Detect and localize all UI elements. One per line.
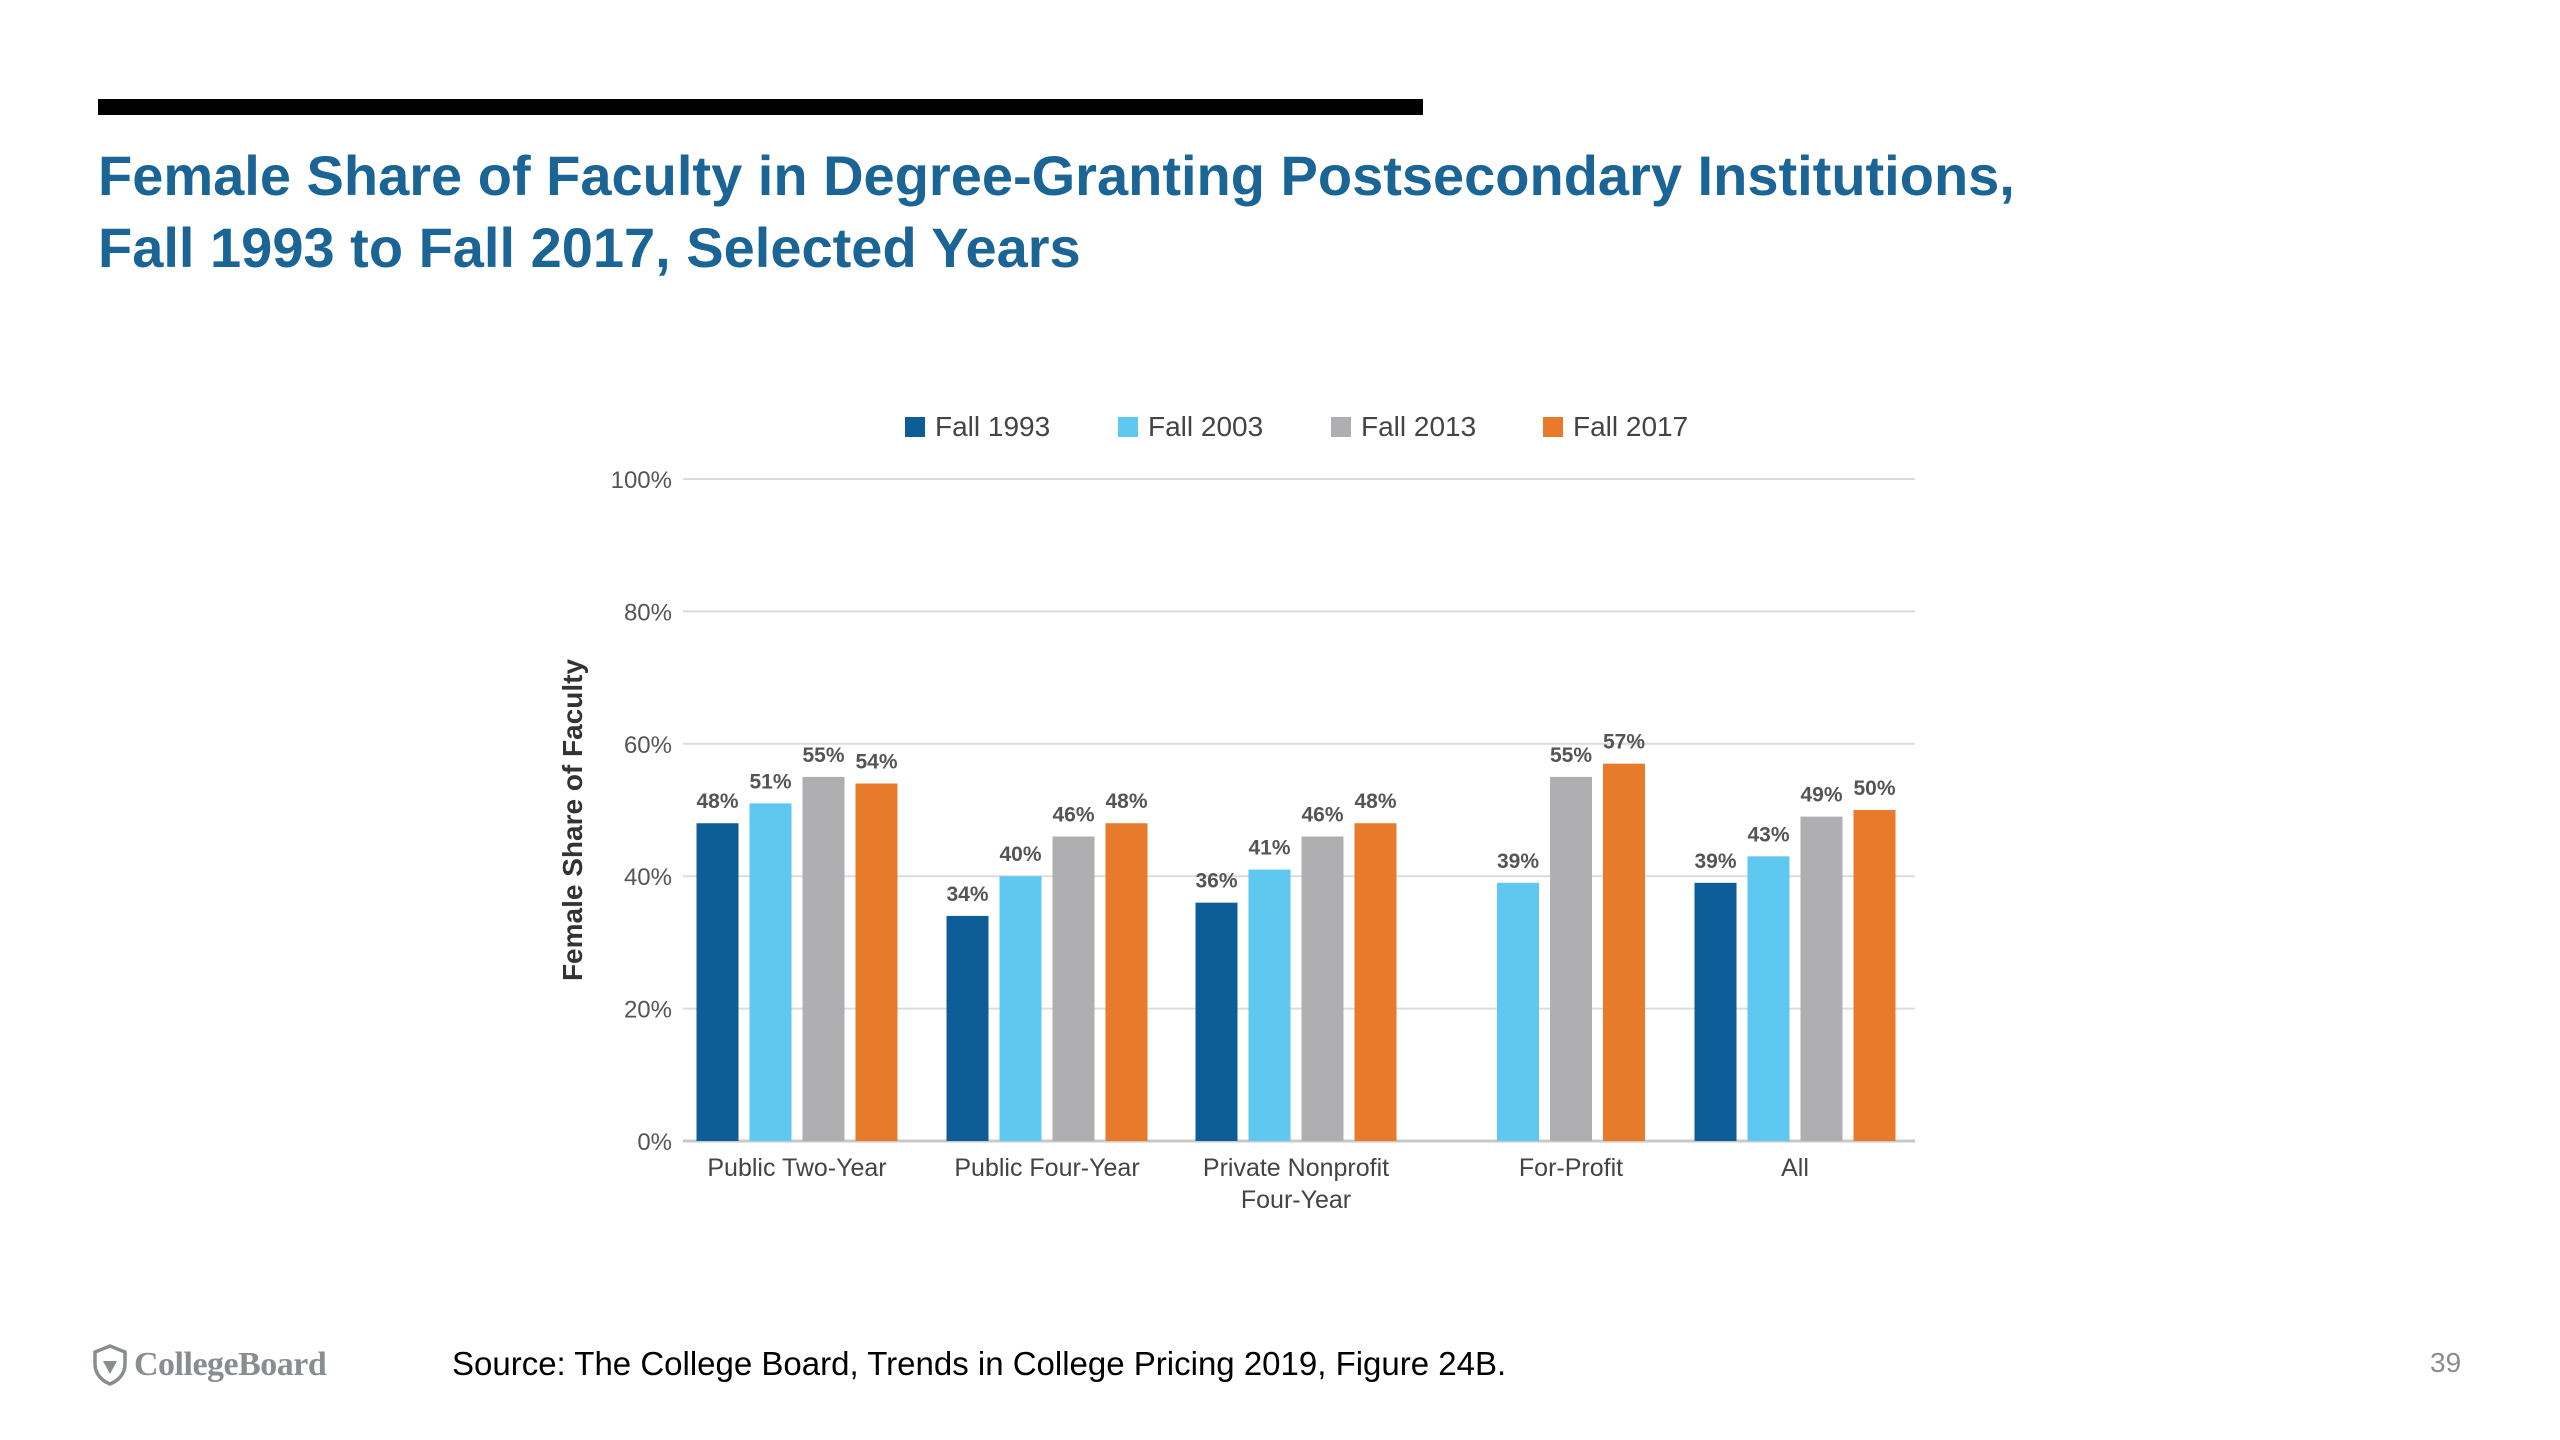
bar-fall-2017 xyxy=(1853,810,1896,1141)
x-category-label: All xyxy=(1781,1154,1809,1182)
legend-label: Fall 2013 xyxy=(1361,411,1476,442)
data-label: 40% xyxy=(999,843,1041,866)
bar-fall-1993 xyxy=(696,823,739,1141)
source-note: Source: The College Board, Trends in Col… xyxy=(452,1345,1507,1382)
y-tick-label: 20% xyxy=(624,997,672,1024)
bar-fall-1993 xyxy=(946,915,989,1141)
legend-swatch xyxy=(1118,417,1138,437)
data-label: 49% xyxy=(1800,784,1842,807)
slide-title-line-2: Fall 1993 to Fall 2017, Selected Years xyxy=(98,216,1081,279)
legend-label: Fall 1993 xyxy=(935,411,1050,442)
data-label: 48% xyxy=(1354,790,1396,813)
slide-title-line-1: Female Share of Faculty in Degree-Granti… xyxy=(98,144,2015,207)
bar-fall-2003 xyxy=(1747,856,1790,1141)
x-category-label: Public Four-Year xyxy=(954,1154,1139,1182)
data-label: 34% xyxy=(946,883,988,906)
data-label: 48% xyxy=(1105,790,1147,813)
legend-swatch xyxy=(1543,417,1563,437)
y-tick-label: 80% xyxy=(624,599,672,626)
x-category-label: Private Nonprofit xyxy=(1203,1154,1389,1182)
data-label: 57% xyxy=(1603,731,1645,754)
x-category-label: For-Profit xyxy=(1519,1154,1623,1182)
legend-label: Fall 2003 xyxy=(1148,411,1263,442)
data-label: 39% xyxy=(1497,850,1539,873)
data-label: 39% xyxy=(1694,850,1736,873)
bar-fall-2017 xyxy=(1105,823,1148,1141)
page-number: 39 xyxy=(2430,1347,2462,1378)
bar-fall-2017 xyxy=(1603,763,1645,1141)
bar-fall-2013 xyxy=(1800,816,1843,1141)
bar-fall-2003 xyxy=(749,803,792,1141)
data-label: 36% xyxy=(1195,870,1237,893)
bar-fall-1993 xyxy=(1195,902,1238,1141)
bar-fall-2013 xyxy=(802,776,845,1141)
y-tick-label: 0% xyxy=(637,1129,672,1156)
y-tick-label: 40% xyxy=(624,864,672,891)
data-label: 55% xyxy=(1550,744,1592,767)
y-tick-label: 60% xyxy=(624,732,672,759)
x-category-label: Public Two-Year xyxy=(707,1154,886,1182)
data-label: 50% xyxy=(1853,777,1895,800)
shield-icon xyxy=(93,1344,127,1386)
bar-fall-2013 xyxy=(1052,836,1095,1141)
top-rule xyxy=(98,99,1423,115)
data-label: 43% xyxy=(1747,823,1789,846)
bar-fall-2003 xyxy=(1248,869,1291,1141)
data-label: 48% xyxy=(696,790,738,813)
bar-fall-2017 xyxy=(855,783,898,1141)
data-label: 54% xyxy=(855,751,897,774)
college-board-logo: CollegeBoard xyxy=(92,1340,327,1390)
slide-title: Female Share of Faculty in Degree-Granti… xyxy=(98,140,2398,284)
bar-fall-2013 xyxy=(1301,836,1344,1141)
bar-fall-2013 xyxy=(1550,776,1592,1141)
data-label: 55% xyxy=(802,744,844,767)
legend-label: Fall 2017 xyxy=(1573,411,1688,442)
bar-fall-2017 xyxy=(1354,823,1397,1141)
data-label: 51% xyxy=(749,770,791,793)
bar-fall-2003 xyxy=(999,876,1042,1141)
x-category-label: Four-Year xyxy=(1241,1186,1351,1214)
logo-text: CollegeBoard xyxy=(134,1346,327,1383)
y-tick-label: 100% xyxy=(611,467,672,494)
data-label: 41% xyxy=(1248,837,1290,860)
data-label: 46% xyxy=(1301,803,1343,826)
y-axis-title: Female Share of Faculty xyxy=(557,659,588,982)
legend-swatch xyxy=(905,417,925,437)
bar-fall-1993 xyxy=(1694,882,1737,1141)
legend-swatch xyxy=(1331,417,1351,437)
data-label: 46% xyxy=(1052,803,1094,826)
bar-fall-2003 xyxy=(1497,882,1539,1141)
